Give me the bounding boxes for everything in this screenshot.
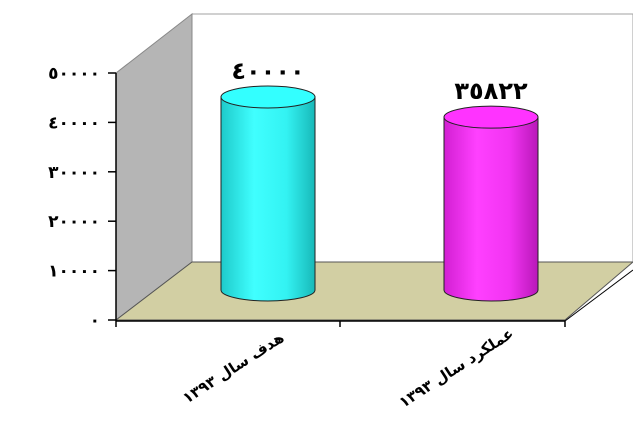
bar-2 [443, 105, 539, 302]
x-tick-label: هدف سال ۱۳۹۳ [179, 328, 287, 407]
bar-top [220, 85, 316, 109]
bar-1 [220, 85, 316, 302]
bar-body [220, 96, 316, 302]
y-tick-label: ١٠٠٠٠ [48, 262, 100, 282]
y-tick-label: ٣٠٠٠٠ [48, 163, 100, 183]
y-tick-label: ٢٠٠٠٠ [48, 212, 100, 232]
bar-top [443, 105, 539, 129]
y-tick-label: ٥٠٠٠٠ [48, 64, 100, 84]
y-tick-label: ٤٠٠٠٠ [48, 113, 100, 133]
bar-body [443, 116, 539, 302]
y-tick-label: ٠ [90, 311, 100, 331]
floor [114, 261, 633, 321]
x-tick-label: عملکرد سال ۱۳۹۳ [396, 324, 517, 411]
data-label: ٤٠٠٠٠ [231, 57, 304, 85]
data-label: ٣٥٨٢٢ [454, 77, 528, 105]
x-axis-depth [564, 269, 633, 322]
